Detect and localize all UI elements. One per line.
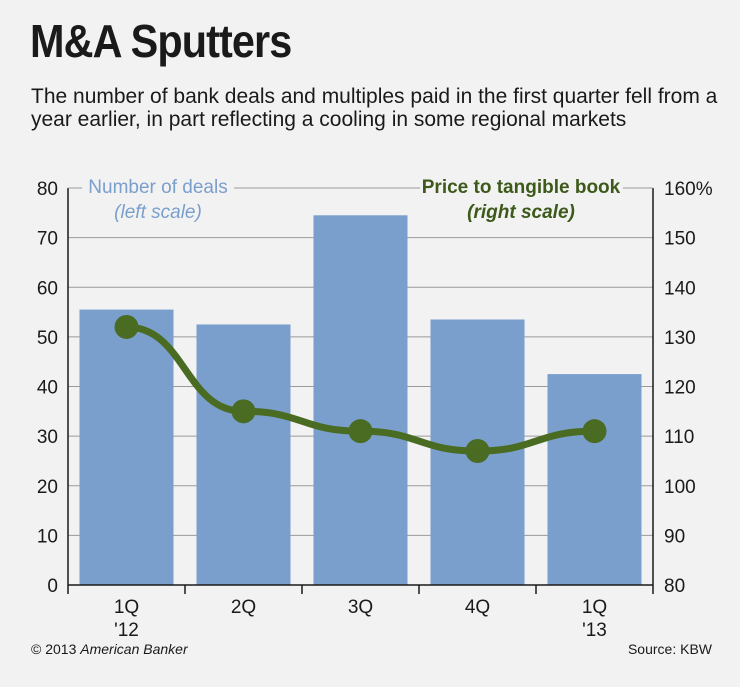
right-tick-label: 80 [664,576,685,597]
left-tick-label: 70 [37,229,58,250]
left-tick-label: 10 [37,526,58,547]
chart-subtitle: The number of bank deals and multiples p… [31,85,718,131]
line-point [348,419,373,444]
bar [547,374,642,585]
axes: 0 10 20 30 40 50 60 70 80 80 90 100 110 120 130 140 150 1… [37,179,713,597]
category-label: 1Q [114,597,139,618]
left-tick-label: 0 [47,576,58,597]
legend-price-label: Price to tangible book [422,177,621,198]
copyright: © 2013 American Banker [31,641,188,657]
chart-title: M&A Sputters [30,15,292,67]
line-point [231,399,256,424]
bar [313,215,408,585]
bar [79,309,174,585]
category-label: 1Q [582,597,607,618]
bar [196,324,291,585]
right-tick-label: 130 [664,328,696,349]
legend-deals-scale: (left scale) [114,202,202,223]
left-tick-label: 50 [37,328,58,349]
left-tick-label: 30 [37,427,58,448]
line-point [465,439,490,464]
right-tick-label: 160% [664,179,713,200]
line-point [582,419,607,444]
category-label: 2Q [231,597,256,618]
legend-deals-label: Number of deals [88,177,227,198]
left-tick-label: 40 [37,378,58,399]
source-note: Source: KBW [627,641,712,657]
right-tick-label: 100 [664,477,696,498]
category-year-label: '13 [582,620,607,641]
line-series-price-to-book [114,314,607,464]
left-tick-label: 80 [37,179,58,200]
category-label: 4Q [465,597,490,618]
line-point [114,314,139,339]
right-tick-label: 120 [664,378,696,399]
left-tick-label: 20 [37,477,58,498]
category-label: 3Q [348,597,373,618]
left-tick-label: 60 [37,278,58,299]
category-year-label: '12 [114,620,139,641]
legend-price-scale: (right scale) [467,202,575,223]
bar-series-deals [79,215,642,585]
legend-bg [420,175,623,225]
right-tick-label: 150 [664,229,696,250]
legend-bg [82,175,234,225]
right-tick-label: 90 [664,526,685,547]
right-tick-label: 110 [664,427,694,448]
legend: Number of deals (left scale) Price to tang… [68,175,653,225]
right-tick-label: 140 [664,278,696,299]
